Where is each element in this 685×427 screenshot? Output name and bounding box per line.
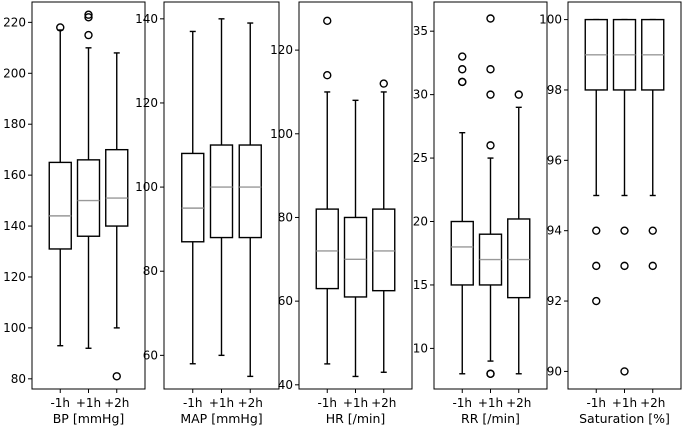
- x-axis-label: BP [mmHg]: [53, 411, 125, 426]
- outlier-point: [56, 23, 65, 32]
- y-tick-label: 10: [413, 341, 428, 355]
- outlier-point: [458, 52, 467, 61]
- outlier-point: [486, 90, 495, 99]
- outlier-point: [592, 296, 601, 306]
- x-tick-label: +2h: [238, 396, 263, 410]
- y-tick-label: 90: [547, 364, 562, 378]
- y-tick-label: 98: [547, 83, 562, 97]
- x-tick-label: +2h: [104, 396, 129, 410]
- x-tick-label: -1h: [586, 396, 606, 410]
- outlier-point: [486, 65, 495, 74]
- outlier-point: [112, 372, 121, 381]
- box-iqr: [238, 144, 262, 239]
- y-tick-label: 100: [270, 127, 293, 141]
- x-axis-label: MAP [mmHg]: [180, 411, 262, 426]
- outlier-point: [458, 65, 467, 74]
- outlier-point: [84, 30, 93, 40]
- box-iqr: [48, 161, 72, 250]
- x-tick-label: +2h: [506, 396, 531, 410]
- box-iqr: [343, 216, 368, 298]
- y-tick-label: 80: [278, 210, 293, 224]
- box-iqr: [372, 208, 396, 292]
- outlier-point: [620, 226, 629, 235]
- y-tick-label: 100: [3, 321, 26, 335]
- y-tick-label: 140: [3, 219, 26, 233]
- x-tick-label: +2h: [371, 396, 396, 410]
- box-iqr: [507, 218, 531, 299]
- y-tick-label: 140: [135, 12, 158, 26]
- x-tick-label: +1h: [478, 396, 503, 410]
- y-tick-label: 60: [143, 348, 158, 362]
- outlier-point: [648, 226, 657, 235]
- x-tick-label: +1h: [209, 396, 234, 410]
- box-iqr: [181, 152, 205, 243]
- y-tick-label: 30: [413, 88, 428, 102]
- y-tick-label: 100: [135, 180, 158, 194]
- outlier-point: [323, 71, 332, 80]
- x-tick-label: -1h: [317, 396, 337, 410]
- box-iqr: [450, 220, 474, 286]
- y-tick-label: 94: [547, 224, 562, 238]
- y-tick-label: 20: [413, 215, 428, 229]
- outlier-point: [84, 10, 93, 19]
- x-axis-label: HR [/min]: [326, 411, 386, 426]
- y-tick-label: 180: [3, 117, 26, 131]
- y-tick-label: 120: [135, 96, 158, 110]
- x-tick-label: +2h: [640, 396, 665, 410]
- y-tick-label: 120: [270, 43, 293, 57]
- outlier-point: [486, 14, 495, 23]
- y-tick-label: 80: [143, 264, 158, 278]
- y-tick-label: 92: [547, 294, 562, 308]
- x-tick-label: -1h: [50, 396, 70, 410]
- y-tick-label: 200: [3, 66, 26, 80]
- outlier-point: [486, 141, 495, 150]
- box-iqr: [209, 144, 234, 239]
- x-tick-label: -1h: [452, 396, 472, 410]
- y-tick-label: 96: [547, 153, 562, 167]
- y-tick-label: 100: [539, 13, 562, 27]
- box-iqr: [315, 208, 339, 290]
- outlier-point: [514, 90, 523, 99]
- y-tick-label: 220: [3, 15, 26, 29]
- outlier-point: [458, 77, 467, 87]
- box-iqr: [105, 148, 129, 227]
- y-tick-label: 160: [3, 168, 26, 182]
- outlier-point: [648, 261, 657, 271]
- outlier-point: [84, 13, 93, 22]
- outlier-point: [620, 367, 629, 376]
- y-tick-label: 40: [278, 378, 293, 392]
- x-axis-label: RR [/min]: [461, 411, 520, 426]
- y-tick-label: 60: [278, 294, 293, 308]
- x-tick-label: +1h: [612, 396, 637, 410]
- y-tick-label: 35: [413, 24, 428, 38]
- box-iqr: [76, 159, 101, 237]
- x-tick-label: +1h: [76, 396, 101, 410]
- x-axis-label: Saturation [%]: [579, 411, 670, 426]
- y-tick-label: 15: [413, 278, 428, 292]
- outlier-point: [592, 226, 601, 235]
- y-tick-label: 25: [413, 151, 428, 165]
- y-tick-label: 120: [3, 270, 26, 284]
- outlier-point: [323, 16, 332, 26]
- outlier-point: [486, 369, 495, 378]
- x-tick-label: +1h: [343, 396, 368, 410]
- outlier-point: [620, 261, 629, 271]
- outlier-point: [592, 261, 601, 271]
- outlier-point: [379, 79, 388, 88]
- y-tick-label: 80: [11, 372, 26, 386]
- x-tick-label: -1h: [183, 396, 203, 410]
